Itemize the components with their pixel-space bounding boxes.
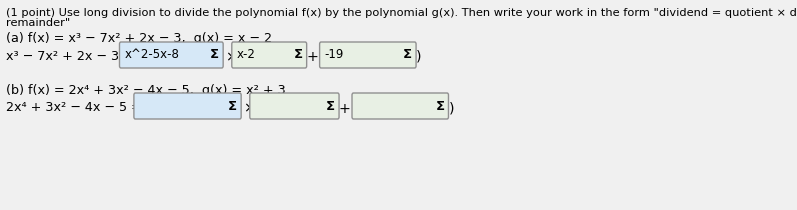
- Text: (a) f(x) = x³ − 7x² + 2x − 3,  g(x) = x − 2: (a) f(x) = x³ − 7x² + 2x − 3, g(x) = x −…: [6, 32, 272, 45]
- Text: Σ: Σ: [210, 49, 219, 62]
- Text: (b) f(x) = 2x⁴ + 3x² − 4x − 5,  g(x) = x² + 3: (b) f(x) = 2x⁴ + 3x² − 4x − 5, g(x) = x²…: [6, 84, 285, 97]
- Text: x³ − 7x² + 2x − 3 =: x³ − 7x² + 2x − 3 =: [6, 50, 138, 63]
- Text: remainder": remainder": [6, 18, 70, 28]
- Text: ×: ×: [242, 101, 254, 115]
- FancyBboxPatch shape: [249, 93, 339, 119]
- Text: (1 point) Use long division to divide the polynomial f(x) by the polynomial g(x): (1 point) Use long division to divide th…: [6, 8, 797, 18]
- FancyBboxPatch shape: [320, 42, 416, 68]
- Text: x^2-5x-8: x^2-5x-8: [124, 49, 179, 62]
- FancyBboxPatch shape: [120, 42, 223, 68]
- Text: 2x⁴ + 3x² − 4x − 5 =: 2x⁴ + 3x² − 4x − 5 =: [6, 101, 146, 114]
- Text: -19: -19: [324, 49, 344, 62]
- Text: ×: ×: [225, 50, 237, 64]
- Text: Σ: Σ: [326, 100, 335, 113]
- Text: ): ): [449, 101, 454, 115]
- Text: Σ: Σ: [435, 100, 445, 113]
- Text: ): ): [416, 50, 422, 64]
- Text: + (: + (: [307, 50, 328, 64]
- Text: Σ: Σ: [402, 49, 412, 62]
- Text: + (: + (: [339, 101, 361, 115]
- Text: Σ: Σ: [293, 49, 303, 62]
- FancyBboxPatch shape: [352, 93, 449, 119]
- FancyBboxPatch shape: [134, 93, 241, 119]
- FancyBboxPatch shape: [232, 42, 307, 68]
- Text: x-2: x-2: [237, 49, 256, 62]
- Text: Σ: Σ: [228, 100, 237, 113]
